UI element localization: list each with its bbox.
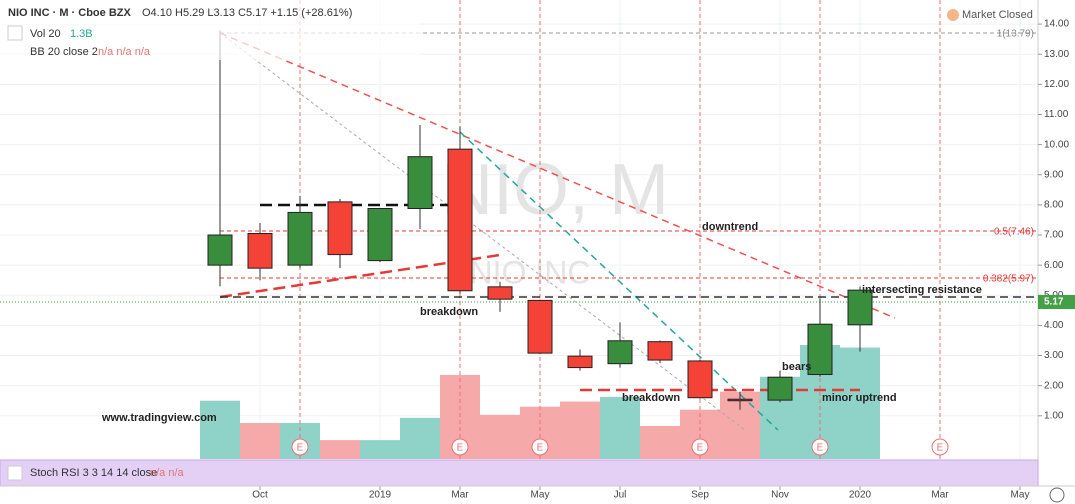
candle-body <box>647 341 673 361</box>
earnings-label: E <box>537 443 544 454</box>
volume-bar <box>600 396 640 459</box>
watermark-symbol: NIO, M <box>441 150 669 230</box>
ohlc-readout: O4.10 H5.29 L3.13 C5.17 +1.15 (+28.61%) <box>142 7 352 19</box>
last-price: 5.17 <box>1044 297 1064 308</box>
annotation: intersecting resistance <box>862 284 982 296</box>
last-price-tag <box>1038 295 1075 309</box>
candle-body <box>327 201 353 256</box>
y-tick-label: 14.00 <box>1044 19 1069 30</box>
market-status: Market Closed <box>962 9 1033 21</box>
x-tick-label: Mar <box>451 490 469 501</box>
candle-body <box>687 360 713 399</box>
legend-bg <box>0 0 420 60</box>
volume-bar <box>480 414 520 459</box>
candle-body <box>767 376 793 401</box>
candle-body <box>727 398 753 402</box>
candle-body <box>207 234 233 266</box>
trend-line <box>219 32 746 431</box>
candle-body <box>567 355 593 369</box>
y-tick-label: 7.00 <box>1044 230 1064 241</box>
y-tick-label: 13.00 <box>1044 49 1069 60</box>
indicator-value: 1.3B <box>70 28 93 40</box>
indicator-name: BB 20 close 2 <box>30 46 98 58</box>
annotation: minor uptrend <box>822 392 897 404</box>
earnings-marker[interactable]: E <box>451 438 469 456</box>
x-tick-label: Sep <box>691 490 709 501</box>
indicator-name: Vol 20 <box>30 28 61 40</box>
volume-bar <box>840 347 880 459</box>
candle-body <box>487 286 513 300</box>
y-tick-label: 2.00 <box>1044 380 1064 391</box>
volume-bar <box>360 440 400 459</box>
volume-bar <box>240 423 280 459</box>
earnings-label: E <box>297 443 304 454</box>
y-tick-label: 6.00 <box>1044 260 1064 271</box>
x-tick-label: May <box>1011 490 1030 501</box>
axis-layer: 1.002.003.004.005.006.007.008.009.0010.0… <box>252 19 1069 501</box>
earnings-markers: E E E E E E <box>291 438 949 456</box>
earnings-label: E <box>457 443 464 454</box>
watermark-name: NIO INC <box>470 254 591 290</box>
y-tick-label: 11.00 <box>1044 109 1069 120</box>
earnings-marker[interactable]: E <box>811 438 829 456</box>
earnings-label: E <box>697 443 704 454</box>
candle-body <box>807 323 833 376</box>
candle-body <box>847 289 873 326</box>
annotation: www.tradingview.com <box>101 412 217 424</box>
earnings-marker[interactable]: E <box>531 438 549 456</box>
candle-layer <box>207 30 873 410</box>
trend-line <box>219 32 896 319</box>
stoch-panel <box>0 459 1039 487</box>
volume-bar <box>320 440 360 459</box>
collapse-button[interactable] <box>7 25 23 41</box>
x-tick-label: Nov <box>771 490 789 501</box>
y-tick-label: 12.00 <box>1044 79 1069 90</box>
candle-body <box>447 148 473 292</box>
trend-line <box>459 131 779 431</box>
volume-layer <box>200 345 880 459</box>
y-tick-label: 4.00 <box>1044 320 1064 331</box>
y-tick-label: 1.00 <box>1044 410 1064 421</box>
volume-bar <box>560 401 600 459</box>
earnings-marker[interactable]: E <box>691 438 709 456</box>
candle-body <box>607 340 633 365</box>
fib-label: 0.382(5.97) <box>983 274 1034 285</box>
y-tick-label: 8.00 <box>1044 200 1064 211</box>
symbol-title: NIO INC · M · Cboe BZX <box>8 7 131 19</box>
settings-button[interactable] <box>1049 487 1065 503</box>
candle-body <box>527 299 553 354</box>
volume-bar <box>640 426 680 459</box>
indicator-name: Stoch RSI 3 3 14 14 close <box>30 467 157 479</box>
annotation: bears <box>782 361 811 373</box>
x-tick-label: Jul <box>614 490 627 501</box>
fib-label: 0.5(7.46) <box>994 227 1034 238</box>
x-tick-label: Mar <box>931 490 949 501</box>
y-tick-label: 10.00 <box>1044 139 1069 150</box>
earnings-marker[interactable]: E <box>931 438 949 456</box>
fib-label: 1(13.79) <box>997 29 1034 40</box>
volume-bar <box>200 400 240 459</box>
x-tick-label: May <box>531 490 550 501</box>
candle-body <box>367 207 393 262</box>
annotation: breakdown <box>420 306 478 318</box>
collapse-button[interactable] <box>7 465 23 481</box>
earnings-label: E <box>817 443 824 454</box>
market-status-icon <box>947 9 959 21</box>
annotation: downtrend <box>702 221 758 233</box>
earnings-label: E <box>937 443 944 454</box>
x-tick-label: 2020 <box>849 490 872 501</box>
candle-body <box>247 233 273 269</box>
candle-body <box>407 156 433 209</box>
x-tick-label: 2019 <box>369 490 392 501</box>
annotation: breakdown <box>622 392 680 404</box>
x-tick-label: Oct <box>252 490 268 501</box>
y-tick-label: 9.00 <box>1044 169 1064 180</box>
indicator-value: n/a n/a <box>150 467 185 479</box>
y-tick-label: 3.00 <box>1044 350 1064 361</box>
candle-body <box>287 211 313 266</box>
indicator-value: n/a n/a n/a <box>98 46 151 58</box>
earnings-marker[interactable]: E <box>291 438 309 456</box>
volume-bar <box>400 417 440 459</box>
